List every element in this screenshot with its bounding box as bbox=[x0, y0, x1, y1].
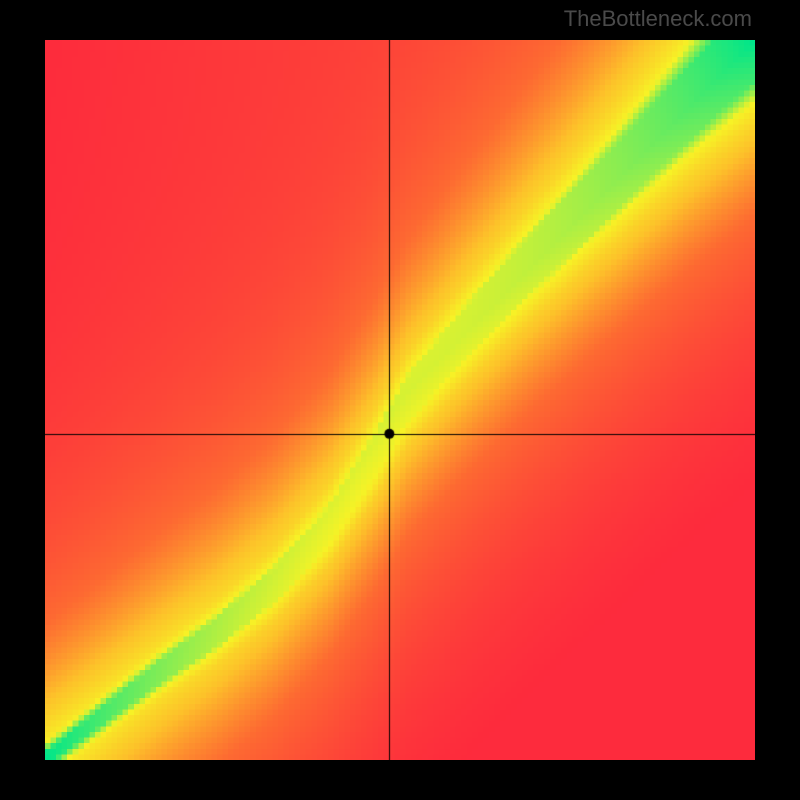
heatmap-canvas bbox=[45, 40, 755, 760]
chart-root: TheBottleneck.com bbox=[0, 0, 800, 800]
watermark-text: TheBottleneck.com bbox=[564, 6, 752, 32]
